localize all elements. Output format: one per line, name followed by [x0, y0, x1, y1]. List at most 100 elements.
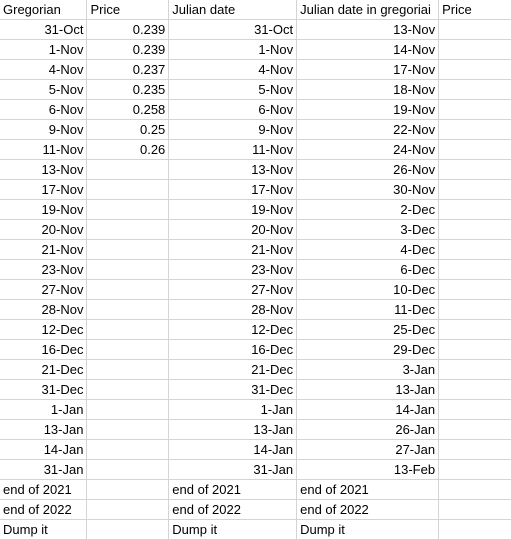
- cell-price-2[interactable]: [438, 239, 512, 260]
- cell-gregorian[interactable]: 13-Nov: [0, 159, 88, 180]
- cell-price-2[interactable]: [438, 279, 512, 300]
- cell-julian-in-gregorian[interactable]: 4-Dec: [296, 239, 440, 260]
- cell-price[interactable]: [86, 299, 170, 320]
- cell-gregorian[interactable]: 12-Dec: [0, 319, 88, 340]
- cell-price-2[interactable]: [438, 439, 512, 460]
- cell-price[interactable]: 0.25: [86, 119, 170, 140]
- cell-price[interactable]: [86, 179, 170, 200]
- cell-gregorian[interactable]: 17-Nov: [0, 179, 88, 200]
- cell-julian-date[interactable]: 11-Nov: [168, 139, 298, 160]
- cell-price[interactable]: [86, 399, 170, 420]
- cell-price[interactable]: [86, 259, 170, 280]
- cell-price-2[interactable]: [438, 219, 512, 240]
- header-cell-gregorian[interactable]: Gregorian: [0, 0, 88, 20]
- cell-gregorian[interactable]: 5-Nov: [0, 79, 88, 100]
- cell-price[interactable]: [86, 159, 170, 180]
- cell-julian-date[interactable]: 27-Nov: [168, 279, 298, 300]
- cell-julian-in-gregorian[interactable]: 13-Jan: [296, 379, 440, 400]
- cell-price[interactable]: [86, 499, 170, 520]
- cell-price[interactable]: [86, 459, 170, 480]
- cell-gregorian[interactable]: 28-Nov: [0, 299, 88, 320]
- cell-price[interactable]: 0.239: [86, 19, 170, 40]
- cell-julian-in-gregorian[interactable]: 25-Dec: [296, 319, 440, 340]
- cell-price[interactable]: 0.26: [86, 139, 170, 160]
- cell-price[interactable]: [86, 219, 170, 240]
- cell-gregorian[interactable]: 21-Nov: [0, 239, 88, 260]
- cell-gregorian[interactable]: 11-Nov: [0, 139, 88, 160]
- cell-price-2[interactable]: [438, 79, 512, 100]
- cell-price[interactable]: [86, 359, 170, 380]
- cell-julian-in-gregorian[interactable]: Dump it: [296, 519, 440, 540]
- cell-julian-date[interactable]: 13-Jan: [168, 419, 298, 440]
- cell-price-2[interactable]: [438, 399, 512, 420]
- cell-julian-date[interactable]: 5-Nov: [168, 79, 298, 100]
- cell-gregorian[interactable]: 20-Nov: [0, 219, 88, 240]
- cell-price[interactable]: [86, 239, 170, 260]
- cell-julian-in-gregorian[interactable]: 24-Nov: [296, 139, 440, 160]
- cell-gregorian[interactable]: Dump it: [0, 519, 88, 540]
- cell-price-2[interactable]: [438, 99, 512, 120]
- cell-price[interactable]: [86, 279, 170, 300]
- header-cell-julian-in-gregorian[interactable]: Julian date in gregoriai: [296, 0, 440, 20]
- cell-price-2[interactable]: [438, 459, 512, 480]
- cell-price[interactable]: [86, 319, 170, 340]
- cell-julian-in-gregorian[interactable]: 27-Jan: [296, 439, 440, 460]
- cell-price[interactable]: 0.239: [86, 39, 170, 60]
- cell-price-2[interactable]: [438, 299, 512, 320]
- cell-price[interactable]: [86, 479, 170, 500]
- cell-julian-date[interactable]: Dump it: [168, 519, 298, 540]
- cell-gregorian[interactable]: 23-Nov: [0, 259, 88, 280]
- cell-gregorian[interactable]: 31-Jan: [0, 459, 88, 480]
- cell-julian-in-gregorian[interactable]: 22-Nov: [296, 119, 440, 140]
- cell-julian-in-gregorian[interactable]: 11-Dec: [296, 299, 440, 320]
- cell-julian-date[interactable]: 21-Dec: [168, 359, 298, 380]
- cell-gregorian[interactable]: 21-Dec: [0, 359, 88, 380]
- cell-julian-date[interactable]: 23-Nov: [168, 259, 298, 280]
- cell-julian-date[interactable]: 1-Nov: [168, 39, 298, 60]
- cell-julian-date[interactable]: 6-Nov: [168, 99, 298, 120]
- cell-julian-in-gregorian[interactable]: 14-Nov: [296, 39, 440, 60]
- cell-gregorian[interactable]: end of 2021: [0, 479, 88, 500]
- cell-julian-date[interactable]: 28-Nov: [168, 299, 298, 320]
- cell-julian-date[interactable]: 31-Jan: [168, 459, 298, 480]
- cell-price-2[interactable]: [438, 139, 512, 160]
- cell-gregorian[interactable]: end of 2022: [0, 499, 88, 520]
- cell-julian-date[interactable]: 4-Nov: [168, 59, 298, 80]
- cell-julian-in-gregorian[interactable]: 30-Nov: [296, 179, 440, 200]
- cell-gregorian[interactable]: 13-Jan: [0, 419, 88, 440]
- cell-julian-in-gregorian[interactable]: end of 2021: [296, 479, 440, 500]
- cell-price[interactable]: 0.235: [86, 79, 170, 100]
- header-cell-price-2[interactable]: Price: [438, 0, 512, 20]
- cell-julian-date[interactable]: 9-Nov: [168, 119, 298, 140]
- cell-julian-in-gregorian[interactable]: 3-Dec: [296, 219, 440, 240]
- cell-gregorian[interactable]: 14-Jan: [0, 439, 88, 460]
- cell-julian-in-gregorian[interactable]: 3-Jan: [296, 359, 440, 380]
- cell-julian-in-gregorian[interactable]: 26-Nov: [296, 159, 440, 180]
- cell-julian-in-gregorian[interactable]: 26-Jan: [296, 419, 440, 440]
- cell-price-2[interactable]: [438, 359, 512, 380]
- cell-price-2[interactable]: [438, 319, 512, 340]
- cell-julian-date[interactable]: 14-Jan: [168, 439, 298, 460]
- cell-julian-date[interactable]: 1-Jan: [168, 399, 298, 420]
- header-cell-price[interactable]: Price: [86, 0, 170, 20]
- cell-julian-date[interactable]: 31-Dec: [168, 379, 298, 400]
- cell-julian-date[interactable]: 17-Nov: [168, 179, 298, 200]
- cell-gregorian[interactable]: 1-Nov: [0, 39, 88, 60]
- cell-julian-in-gregorian[interactable]: 13-Nov: [296, 19, 440, 40]
- cell-julian-date[interactable]: 19-Nov: [168, 199, 298, 220]
- cell-price[interactable]: [86, 339, 170, 360]
- cell-price[interactable]: 0.237: [86, 59, 170, 80]
- cell-price[interactable]: [86, 379, 170, 400]
- cell-price-2[interactable]: [438, 259, 512, 280]
- cell-price-2[interactable]: [438, 199, 512, 220]
- cell-price-2[interactable]: [438, 159, 512, 180]
- cell-price[interactable]: [86, 439, 170, 460]
- cell-julian-date[interactable]: 13-Nov: [168, 159, 298, 180]
- cell-julian-date[interactable]: 31-Oct: [168, 19, 298, 40]
- cell-gregorian[interactable]: 31-Oct: [0, 19, 88, 40]
- cell-price-2[interactable]: [438, 379, 512, 400]
- cell-julian-in-gregorian[interactable]: 18-Nov: [296, 79, 440, 100]
- cell-julian-date[interactable]: end of 2022: [168, 499, 298, 520]
- cell-gregorian[interactable]: 6-Nov: [0, 99, 88, 120]
- cell-gregorian[interactable]: 4-Nov: [0, 59, 88, 80]
